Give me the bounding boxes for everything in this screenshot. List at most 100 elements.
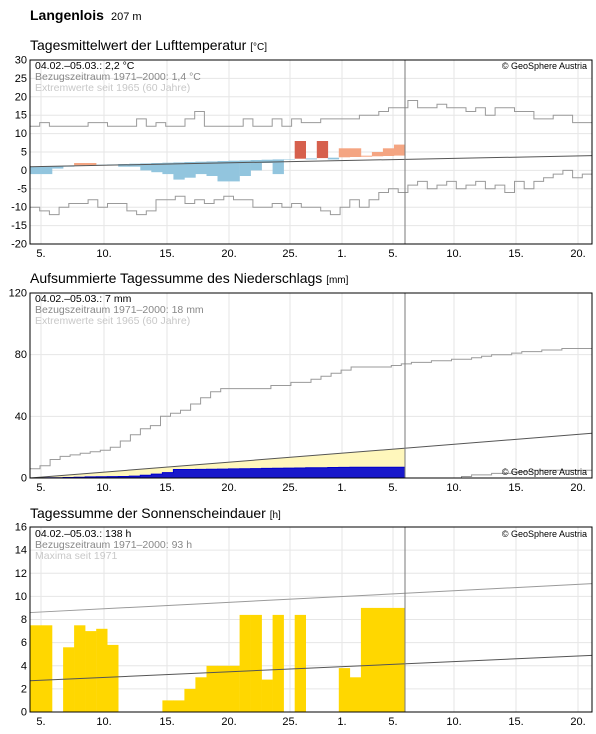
sunshine-bar: [360, 607, 373, 712]
temperature-bar: [371, 152, 384, 157]
max-extreme-line: [30, 100, 592, 127]
temperature-bar: [184, 162, 196, 178]
x-tick-label: 5.: [36, 248, 45, 260]
temperature-bar: [338, 148, 351, 158]
x-tick-label: 20.: [221, 248, 236, 260]
y-tick-label: 0: [21, 473, 27, 485]
temperature-bar: [239, 160, 251, 176]
temperature-bar: [272, 159, 284, 175]
x-tick-label: 1.: [337, 248, 346, 260]
y-tick-label: 0: [21, 707, 27, 719]
x-tick-label: 25.: [282, 482, 297, 494]
sunshine-bar: [228, 665, 240, 713]
precipitation-chart: 120 80 40 0 5. 10. 15. 20. 25. 1. 5. 10. 15. 20.: [9, 288, 593, 494]
sunshine-bar: [382, 607, 395, 712]
chart1-credit: © GeoSphere Austria: [502, 61, 587, 71]
x-tick-label: 25.: [282, 716, 297, 728]
x-tick-label: 5.: [388, 482, 397, 494]
chart3-info-current: 04.02.–05.03.: 138 h: [35, 528, 131, 540]
sunshine-bar: [74, 625, 86, 712]
y-tick-label: 10: [15, 591, 27, 603]
chart2-info-current: 04.02.–05.03.: 7 mm: [35, 293, 132, 305]
x-tick-label: 20.: [221, 482, 236, 494]
x-tick-label: 15.: [508, 248, 523, 260]
station-name: Langenlois: [30, 7, 104, 23]
sunshine-bar: [96, 628, 108, 713]
y-tick-label: 5: [21, 147, 27, 159]
chart2-info-reference: Bezugszeitraum 1971–2000: 18 mm: [35, 304, 204, 316]
y-tick-label: 8: [21, 614, 27, 626]
temperature-bar: [74, 163, 86, 166]
chart3-title: Tagessumme der Sonnenscheindauer [h]: [30, 505, 281, 521]
temperature-bar: [394, 144, 406, 156]
temperature-bar: [173, 162, 185, 180]
sunshine-bar: [184, 688, 196, 712]
y-tick-label: 10: [15, 128, 27, 140]
sunshine-bar: [349, 677, 362, 712]
temperature-bar: [316, 141, 329, 159]
temperature-chart: 30 25 20 15 10 5 0 -5 -10 -15 -20 5. 10. 15. 20. 25. 1. 5…: [11, 55, 593, 260]
sunshine-bar: [41, 625, 53, 712]
y-tick-label: 14: [15, 545, 27, 557]
x-tick-label: 25.: [282, 248, 297, 260]
sunshine-bar: [195, 677, 207, 712]
x-tick-label: 10.: [446, 482, 461, 494]
x-tick-label: 15.: [508, 482, 523, 494]
y-tick-label: 30: [15, 55, 27, 67]
reference-mean-line: [29, 654, 593, 682]
y-tick-label: 4: [21, 660, 27, 672]
y-tick-label: 80: [15, 349, 27, 361]
sunshine-bar: [85, 631, 97, 712]
x-tick-label: 5.: [36, 482, 45, 494]
x-tick-label: 20.: [570, 716, 585, 728]
temperature-bar: [85, 163, 97, 165]
x-tick-label: 10.: [446, 248, 461, 260]
x-tick-label: 10.: [446, 716, 461, 728]
y-tick-label: 25: [15, 73, 27, 85]
sunshine-bar: [394, 607, 406, 712]
temperature-bar: [382, 148, 395, 156]
chart2-credit: © GeoSphere Austria: [502, 467, 587, 477]
y-tick-label: 40: [15, 411, 27, 423]
sunshine-bar: [371, 607, 384, 712]
x-tick-label: 20.: [570, 248, 585, 260]
temperature-bar: [360, 155, 373, 157]
y-tick-label: 2: [21, 683, 27, 695]
y-tick-label: 6: [21, 637, 27, 649]
temperature-bar: [261, 159, 273, 163]
sunshine-bar: [250, 614, 262, 712]
temperature-bar: [30, 166, 42, 175]
y-tick-label: 20: [15, 91, 27, 103]
x-tick-label: 1.: [337, 716, 346, 728]
y-tick-label: -15: [11, 220, 27, 232]
x-tick-label: 20.: [570, 482, 585, 494]
temperature-bar: [151, 163, 163, 173]
temperature-bar: [349, 148, 362, 157]
temperature-bar: [283, 159, 295, 160]
y-tick-label: -5: [17, 183, 27, 195]
temperature-bar: [217, 161, 229, 182]
y-tick-label: -10: [11, 202, 27, 214]
sunshine-bar: [206, 665, 218, 713]
station-altitude: 207 m: [111, 11, 142, 23]
y-tick-label: 16: [15, 522, 27, 534]
temperature-bar: [327, 157, 340, 160]
sunshine-bar: [63, 647, 75, 713]
sunshine-bar: [338, 668, 351, 712]
chart2-info-extremes: Extremwerte seit 1965 (60 Jahre): [35, 315, 190, 327]
sunshine-chart: 16 14 12 10 8 6 4 2 0 5. 10. 15. 20. 25. 1. 5. 10. 15. 20.: [15, 522, 593, 728]
x-tick-label: 1.: [337, 482, 346, 494]
sunshine-bar: [30, 625, 42, 712]
reference-mean-line: [29, 432, 593, 479]
x-tick-label: 5.: [388, 248, 397, 260]
temperature-bar: [52, 166, 64, 169]
sunshine-bar: [217, 665, 229, 713]
x-tick-label: 5.: [388, 716, 397, 728]
plot-border: [29, 526, 593, 713]
y-tick-label: 0: [21, 165, 27, 177]
x-tick-label: 15.: [159, 716, 174, 728]
temperature-bar: [162, 162, 174, 175]
x-tick-label: 10.: [96, 482, 111, 494]
